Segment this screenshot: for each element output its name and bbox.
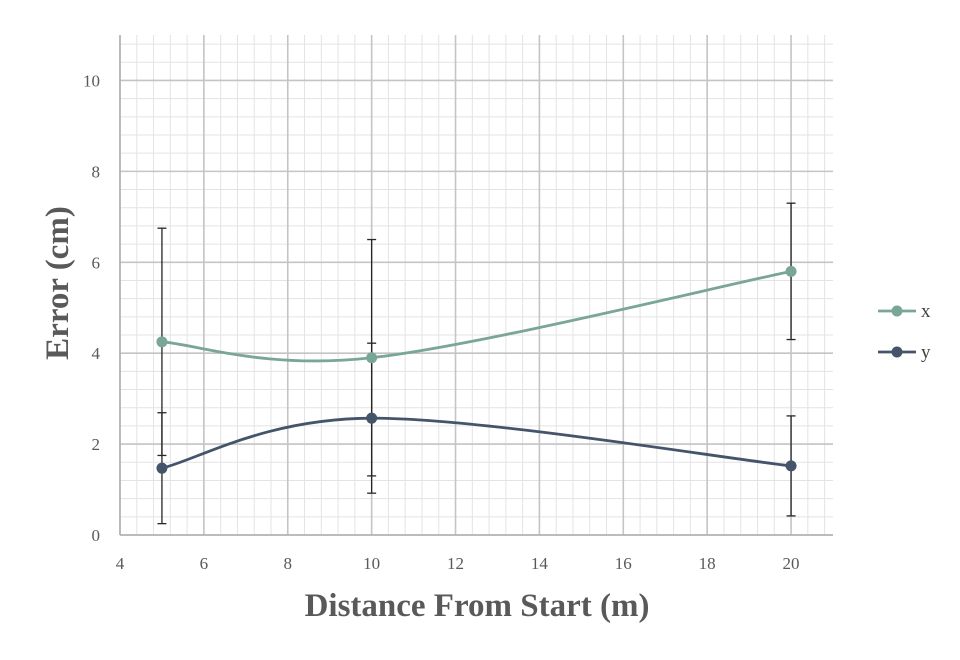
y-tick-label: 8: [92, 162, 101, 181]
y-tick-label: 4: [92, 344, 101, 363]
x-tick-label: 18: [699, 554, 716, 573]
y-tick-label: 0: [92, 526, 101, 545]
x-tick-label: 6: [200, 554, 209, 573]
data-point-x: [366, 352, 378, 364]
series-line-x: [161, 269, 792, 363]
y-tick-label: 2: [92, 435, 101, 454]
legend: xy: [878, 301, 931, 363]
y-tick-label: 10: [83, 71, 100, 90]
legend-marker-x: [891, 305, 903, 317]
y-axis-ticks: 0 2 4 6 8 10: [83, 71, 101, 545]
x-tick-label: 16: [615, 554, 632, 573]
x-axis-ticks: 4 6 8 10 12 14 16 18 20: [116, 554, 800, 573]
series-layer: [156, 202, 797, 525]
x-tick-label: 10: [363, 554, 380, 573]
x-tick-label: 8: [284, 554, 293, 573]
data-point-y: [785, 460, 797, 472]
y-tick-label: 6: [92, 253, 101, 272]
data-point-y: [156, 462, 168, 474]
x-tick-label: 12: [447, 554, 464, 573]
y-axis-title: Error (cm): [40, 206, 76, 360]
axes: [119, 35, 833, 536]
x-tick-label: 14: [531, 554, 549, 573]
legend-label-x: x: [921, 301, 931, 322]
x-tick-label: 4: [116, 554, 125, 573]
data-point-x: [785, 265, 797, 277]
series-line-y: [161, 416, 792, 470]
data-point-y: [366, 412, 378, 424]
x-axis-title: Distance From Start (m): [305, 588, 650, 624]
legend-label-y: y: [921, 342, 931, 363]
data-point-x: [156, 336, 168, 348]
legend-marker-y: [891, 346, 903, 358]
x-tick-label: 20: [783, 554, 800, 573]
